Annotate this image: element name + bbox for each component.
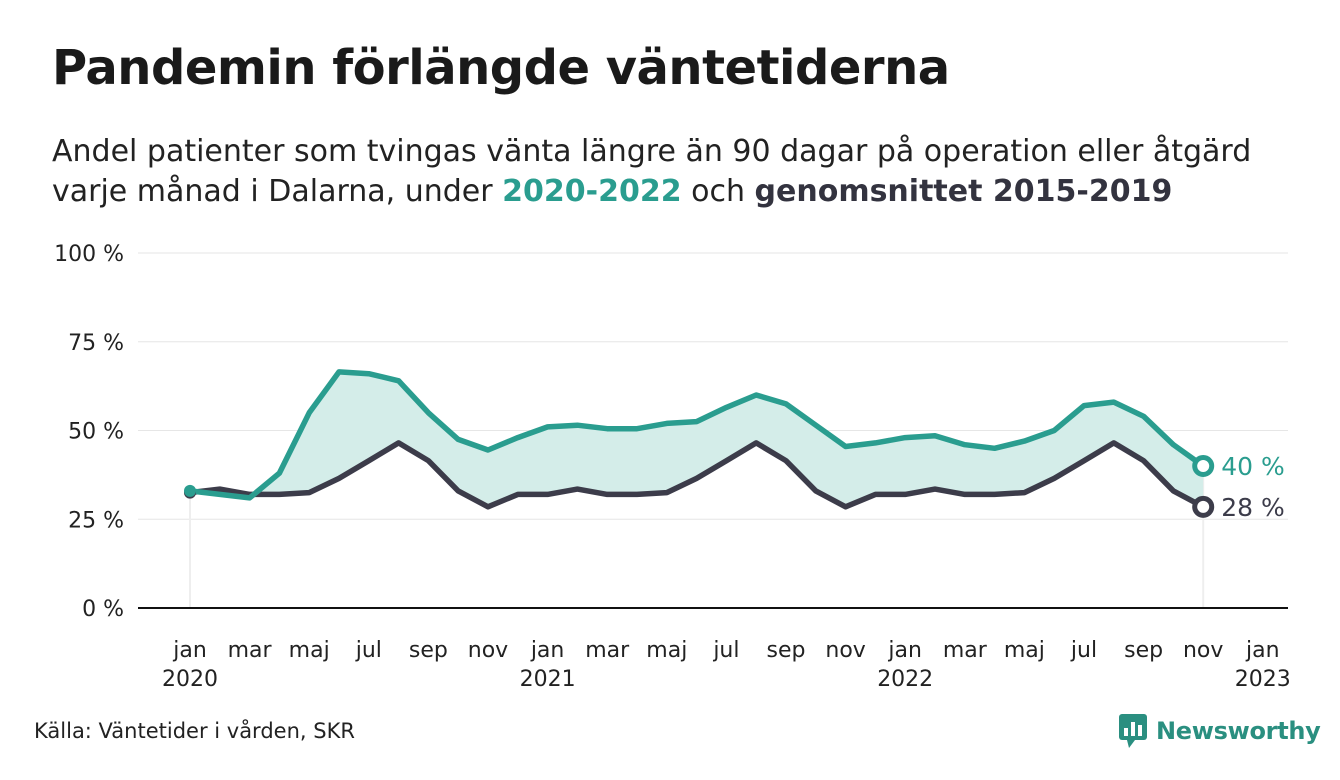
x-tick-label: jan [1245,638,1280,663]
end-label-2020-2022: 40 % [1221,452,1285,481]
newsworthy-logo: Newsworthy [1118,713,1321,749]
y-tick-label: 75 % [68,331,124,356]
legend-series-2020-2022: 2020-2022 [502,174,682,209]
x-tick-year: 2020 [162,667,218,692]
brand-name: Newsworthy [1156,717,1321,745]
x-tick-year: 2021 [520,667,576,692]
y-tick-label: 100 % [54,242,124,267]
end-label-average: 28 % [1221,493,1285,522]
subtitle-line1: Andel patienter som tvingas vänta längre… [52,134,1252,169]
x-tick-year: 2023 [1235,667,1291,692]
chart-bubble-icon [1119,714,1147,748]
subtitle-line2: varje månad i Dalarna, under [52,174,503,209]
chart-subtitle: Andel patienter som tvingas vänta längre… [52,132,1332,212]
x-tick-label: sep [409,638,448,663]
x-tick-label: mar [943,638,988,663]
x-tick-label: mar [585,638,630,663]
source-note: Källa: Väntetider i vården, SKR [34,719,355,743]
x-tick-label: sep [767,638,806,663]
y-tick-label: 0 % [82,597,124,622]
subtitle-connector: och [681,174,755,209]
x-tick-label: jul [355,638,382,663]
x-tick-label: jul [1070,638,1097,663]
x-tick-year: 2022 [877,667,933,692]
y-tick-label: 50 % [68,420,124,445]
difference-area [190,371,1204,507]
x-tick-label: sep [1124,638,1163,663]
x-tick-label: mar [228,638,273,663]
series-line-2020-2022 [187,369,1206,501]
x-tick-label: nov [468,638,508,663]
end-point-average [1192,495,1215,518]
x-tick-label: jan [887,638,922,663]
x-tick-label: maj [646,638,687,663]
x-tick-label: maj [1004,638,1045,663]
x-tick-label: jan [172,638,207,663]
series-line-average [187,440,1206,510]
end-point-2020-2022 [1192,455,1215,477]
chart-title: Pandemin förlängde väntetiderna [52,40,950,96]
x-tick-label: jul [712,638,739,663]
x-tick-label: nov [1183,638,1223,663]
x-tick-label: nov [825,638,865,663]
start-point-2020-2022 [184,484,196,497]
x-tick-label: maj [289,638,330,663]
legend-series-average: genomsnittet 2015-2019 [754,174,1173,209]
x-tick-label: jan [530,638,565,663]
y-tick-label: 25 % [68,508,124,533]
